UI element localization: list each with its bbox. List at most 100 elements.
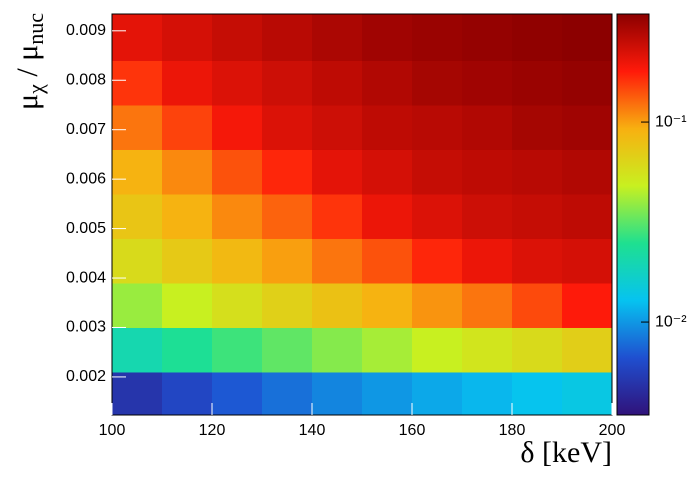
y-tick-label: 0.002 — [66, 368, 106, 385]
heatmap-cell — [212, 149, 263, 195]
heatmap-cell — [512, 327, 563, 373]
heatmap-cell — [362, 327, 413, 373]
x-tick-label: 120 — [199, 422, 226, 439]
heatmap-cell — [512, 238, 563, 284]
x-tick-label: 180 — [499, 422, 526, 439]
heatmap-cell — [362, 60, 413, 106]
heatmap-cell — [112, 193, 163, 239]
heatmap-cell — [312, 104, 363, 150]
x-tick-label: 200 — [599, 422, 626, 439]
heatmap-cell — [412, 327, 463, 373]
heatmap-cell — [362, 193, 413, 239]
plot-frame — [111, 13, 613, 416]
heatmap-cell — [262, 238, 313, 284]
heatmap-cell — [212, 327, 263, 373]
heatmap-cell — [262, 104, 313, 150]
heatmap-cell — [512, 14, 563, 61]
heatmap-cell — [112, 14, 163, 61]
heatmap-cell — [312, 193, 363, 239]
heatmap-cell — [312, 327, 363, 373]
heatmap-cell — [362, 14, 413, 61]
heatmap-cell — [162, 14, 213, 61]
heatmap-cell — [512, 282, 563, 328]
heatmap-cell — [312, 149, 363, 195]
heatmap-cell — [112, 327, 163, 373]
heatmap-cell — [262, 327, 313, 373]
heatmap-cell — [212, 238, 263, 284]
heatmap-cell — [212, 193, 263, 239]
heatmap-cell — [312, 371, 363, 416]
heatmap-cell — [512, 104, 563, 150]
heatmap-cell — [412, 282, 463, 328]
heatmap-cell — [262, 149, 313, 195]
y-tick-label: 0.005 — [66, 220, 106, 237]
y-label-part: / μ — [11, 45, 44, 84]
heatmap-cell — [562, 371, 613, 416]
heatmap-cell — [212, 104, 263, 150]
heatmap-cell — [212, 371, 263, 416]
heatmap-cell — [262, 193, 313, 239]
heatmap-cell — [112, 238, 163, 284]
heatmap-cell — [562, 104, 613, 150]
heatmap-cell — [412, 14, 463, 61]
heatmap-cell — [412, 104, 463, 150]
heatmap-cell — [462, 327, 513, 373]
y-tick-label: 0.008 — [66, 71, 106, 88]
heatmap-cell — [362, 104, 413, 150]
heatmap-cell — [412, 60, 463, 106]
heatmap-cell — [512, 193, 563, 239]
heatmap-cell — [362, 282, 413, 328]
y-label-part: nuc — [23, 13, 48, 45]
heatmap-cell — [312, 238, 363, 284]
heatmap-cell — [112, 371, 163, 416]
heatmap-cell — [162, 60, 213, 106]
heatmap-cell — [462, 193, 513, 239]
heatmap-cell — [162, 282, 213, 328]
x-tick-label: 140 — [299, 422, 326, 439]
heatmap-cell — [162, 149, 213, 195]
heatmap-cell — [412, 193, 463, 239]
heatmap-cell — [312, 282, 363, 328]
heatmap-cell — [112, 104, 163, 150]
colorbar — [616, 13, 650, 416]
heatmap-cell — [462, 371, 513, 416]
y-tick-label: 0.004 — [66, 269, 106, 286]
heatmap-cell — [562, 14, 613, 61]
heatmap-cell — [562, 327, 613, 373]
y-axis-label: μχ / μnuc — [11, 13, 48, 110]
heatmap-cell — [262, 282, 313, 328]
colorbar-tick-label: 10⁻² — [655, 313, 687, 330]
heatmap-cell — [462, 104, 513, 150]
heatmap-cell — [562, 193, 613, 239]
heatmap-cell — [162, 371, 213, 416]
heatmap-cell — [262, 371, 313, 416]
heatmap-cell — [162, 104, 213, 150]
heatmap-cell — [562, 282, 613, 328]
heatmap-cell — [512, 60, 563, 106]
heatmap-cell — [112, 282, 163, 328]
heatmap-cell — [162, 327, 213, 373]
colorbar-tick-label: 10⁻¹ — [655, 113, 687, 130]
heatmap-cell — [212, 60, 263, 106]
heatmap-cell — [412, 149, 463, 195]
heatmap-cell — [112, 149, 163, 195]
y-tick-label: 0.003 — [66, 319, 106, 336]
x-axis-label: δ [keV] — [520, 436, 612, 469]
x-tick-label: 160 — [399, 422, 426, 439]
y-tick-label: 0.006 — [66, 170, 106, 187]
heatmap-cell — [412, 371, 463, 416]
heatmap-cell — [162, 193, 213, 239]
heatmap-cell — [512, 149, 563, 195]
x-tick-label: 100 — [99, 422, 126, 439]
heatmap-cell — [462, 149, 513, 195]
y-tick-label: 0.009 — [66, 22, 106, 39]
heatmap-cell — [262, 14, 313, 61]
heatmap-cell — [412, 238, 463, 284]
heatmap-cell — [212, 282, 263, 328]
heatmap-cell — [362, 371, 413, 416]
heatmap-cell — [462, 14, 513, 61]
heatmap-cell — [362, 149, 413, 195]
heatmap-cell — [162, 238, 213, 284]
heatmap-cell — [312, 14, 363, 61]
